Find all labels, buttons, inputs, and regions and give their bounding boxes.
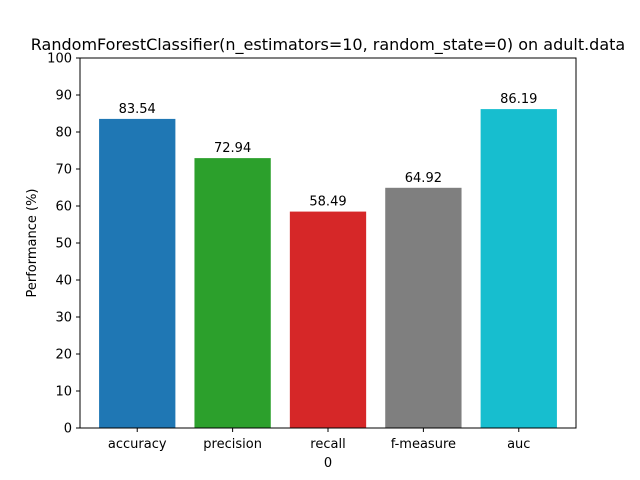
bar-value-label: 64.92 [405,171,442,186]
bar-precision [194,158,271,428]
y-tick-label: 90 [55,89,72,104]
y-axis: 0 10 20 30 40 50 60 70 80 90 100 [47,52,80,437]
x-tick-label: recall [310,437,345,452]
y-tick-label: 50 [55,237,72,252]
y-axis-label: Performance (%) [25,188,40,297]
bar-value-label: 72.94 [214,141,251,156]
y-tick-label: 10 [55,385,72,400]
y-tick-label: 20 [55,348,72,363]
x-tick-label: precision [203,437,262,452]
y-tick-label: 80 [55,126,72,141]
chart-title: RandomForestClassifier(n_estimators=10, … [31,35,625,55]
bars-group: 83.54 72.94 58.49 64.92 86.19 [99,92,557,429]
x-tick-label: accuracy [108,437,167,452]
plot-frame [79,57,577,429]
y-tick-label: 0 [64,422,72,437]
bar-accuracy [99,118,176,428]
bar-value-label: 83.54 [119,102,156,117]
y-tick-label: 70 [55,163,72,178]
x-tick-label: auc [507,437,530,452]
bar-recall [289,211,367,428]
y-tick-label: 100 [47,52,72,67]
bar-f-measure [385,187,462,428]
bar-auc [480,109,557,429]
x-tick-label: f-measure [391,437,456,452]
x-axis: accuracy precision recall f-measure auc [108,428,530,452]
y-tick-label: 40 [55,274,72,289]
y-tick-label: 60 [55,200,72,215]
x-axis-label: 0 [324,456,332,471]
y-tick-label: 30 [55,311,72,326]
bar-value-label: 86.19 [500,92,537,107]
bar-value-label: 58.49 [309,195,346,210]
